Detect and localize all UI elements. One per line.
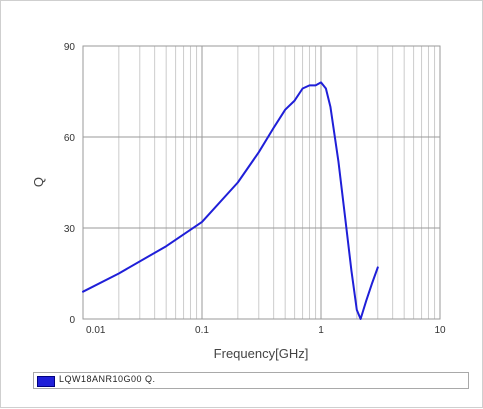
x-axis-title: Frequency[GHz] [214, 346, 309, 361]
y-tick-label: 0 [69, 315, 75, 326]
x-axis-ticks: 0.01 0.1 1 10 [86, 325, 446, 336]
grid-lines [82, 45, 440, 320]
plot-area-border [82, 45, 441, 320]
series-layer [82, 81, 379, 320]
legend-swatch [37, 376, 55, 387]
legend-series-name: LQW18ANR10G00 Q. [59, 374, 156, 384]
x-tick-label: 0.1 [195, 325, 209, 336]
x-tick-label: 0.01 [86, 325, 106, 336]
y-axis-ticks: 0 30 60 90 [64, 42, 76, 326]
series-line-q [82, 81, 379, 320]
y-tick-label: 60 [64, 133, 76, 144]
x-tick-label: 1 [318, 325, 324, 336]
x-tick-label: 10 [434, 325, 446, 336]
y-tick-label: 30 [64, 224, 76, 235]
legend: LQW18ANR10G00 Q. [33, 372, 469, 389]
y-tick-label: 90 [64, 42, 76, 53]
y-axis-title: Q [31, 177, 46, 187]
